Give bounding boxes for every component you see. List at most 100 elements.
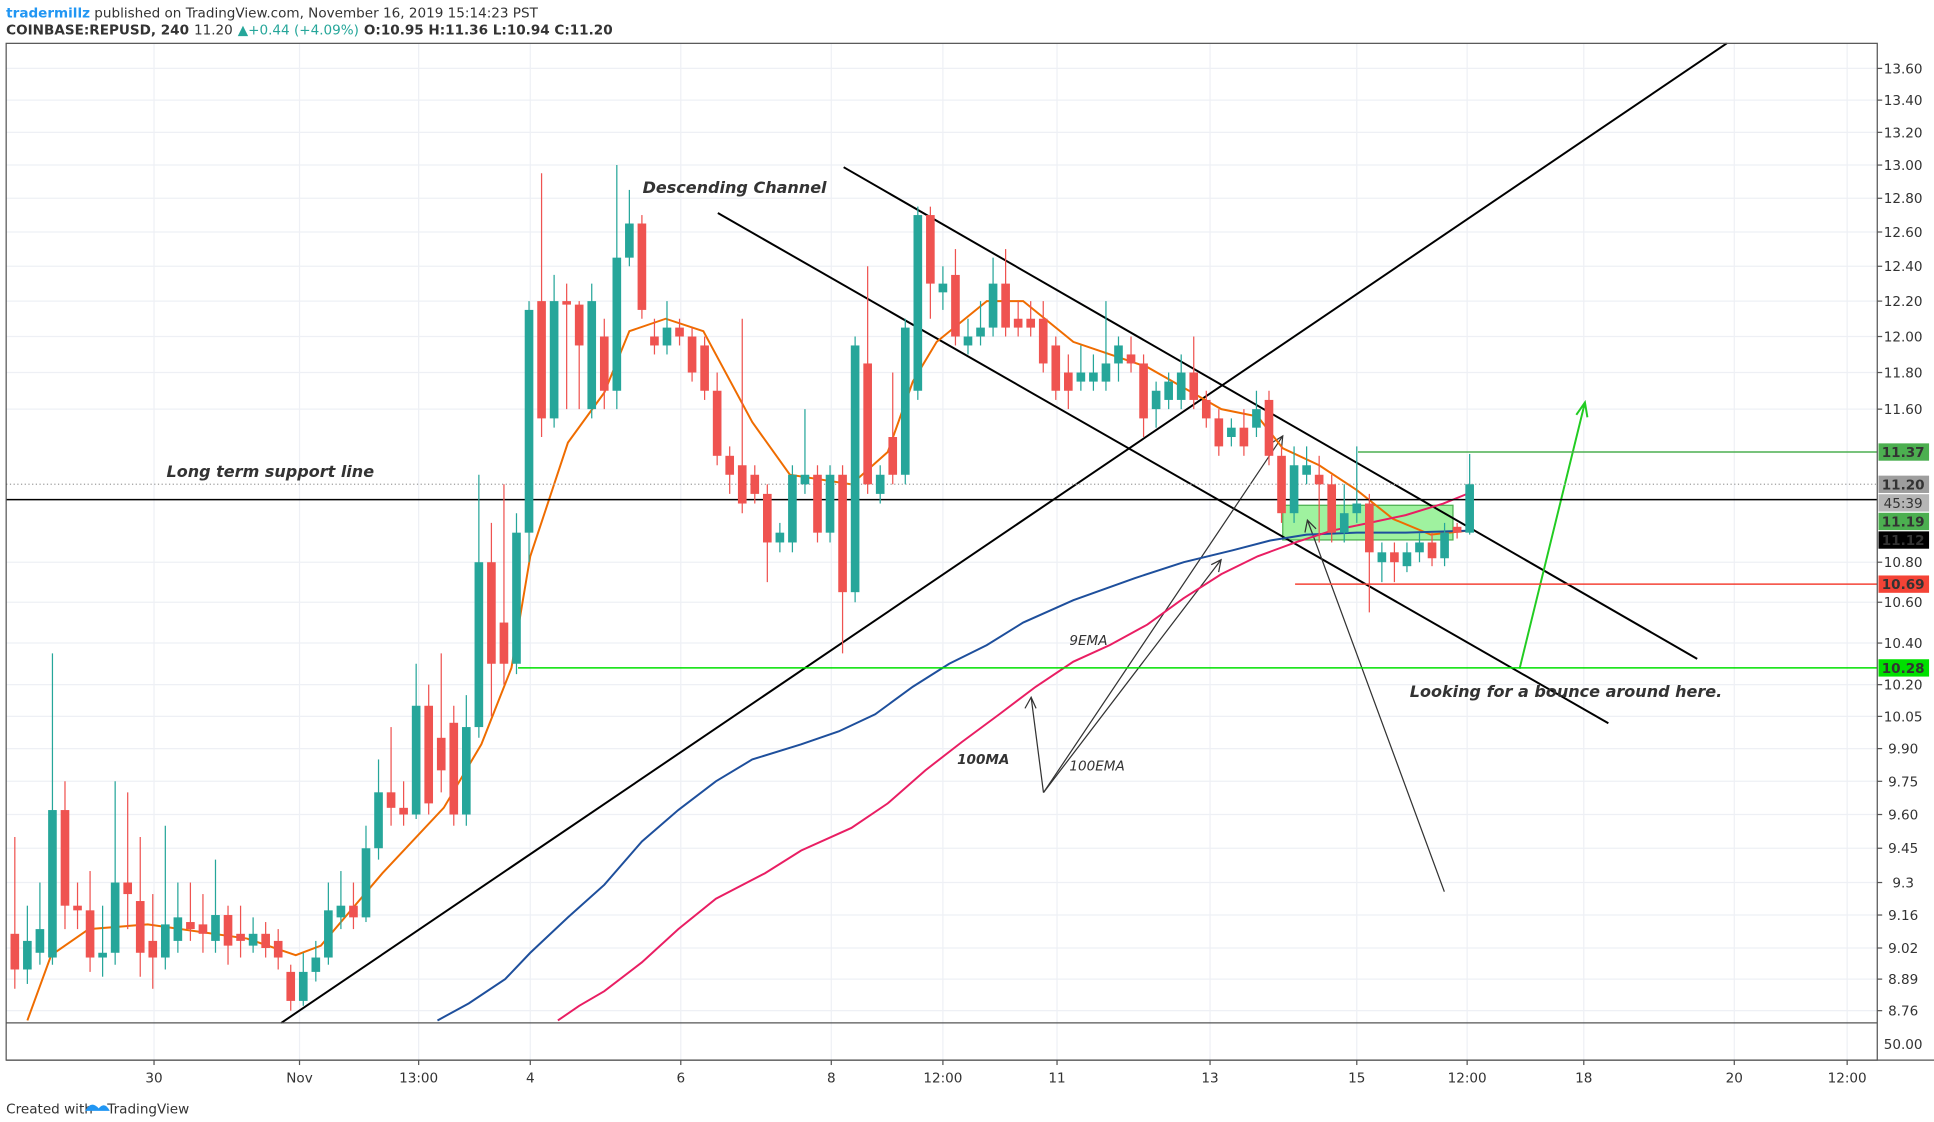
- candle-body: [1164, 381, 1173, 400]
- channel-annotation: Descending Channel: [643, 178, 827, 197]
- y-tick-label: 10.80: [1884, 555, 1923, 571]
- candle-body: [1201, 399, 1211, 419]
- y-tick-label: 12.60: [1884, 225, 1923, 241]
- candle-body: [148, 940, 158, 958]
- indicator-label: 100MA: [957, 752, 1009, 768]
- footer-brand[interactable]: TradingView: [106, 1101, 189, 1117]
- price-badge: [1878, 531, 1930, 549]
- candle-body: [775, 532, 785, 543]
- y-tick-label: 9.02: [1888, 941, 1918, 957]
- candle-body: [1101, 363, 1111, 382]
- candle-body: [361, 848, 371, 918]
- support-annotation: Long term support line: [167, 462, 375, 481]
- candle-body: [976, 327, 985, 337]
- grid: [6, 43, 1878, 1061]
- candle-body: [1314, 474, 1324, 485]
- candle-body: [1076, 372, 1086, 382]
- candle-body: [1026, 318, 1036, 328]
- candle-body: [875, 474, 885, 494]
- candle-body: [763, 493, 772, 543]
- candle-body: [1289, 465, 1299, 514]
- candle-body: [700, 345, 709, 391]
- candle-body: [462, 727, 471, 815]
- candle-body: [650, 336, 659, 346]
- candle-body: [1214, 418, 1224, 447]
- x-tick-label: 13:00: [399, 1070, 438, 1086]
- candle-body: [963, 336, 973, 346]
- last-price: 11.20: [194, 23, 233, 39]
- candle-body: [211, 915, 220, 941]
- price-badge-label: 11.37: [1882, 445, 1925, 461]
- x-tick-label: 15: [1348, 1070, 1365, 1086]
- candle-body: [549, 301, 559, 419]
- candle-body: [587, 301, 597, 410]
- candle-body: [273, 940, 283, 958]
- indicator-line: [557, 492, 1468, 1022]
- candle-body: [800, 474, 810, 485]
- y-tick-label: 13.60: [1884, 61, 1923, 77]
- y-tick-label: 11.80: [1884, 365, 1923, 381]
- y-tick-label: 8.89: [1888, 972, 1918, 988]
- candle-body: [286, 971, 296, 1001]
- published: published on TradingView.com, November 1…: [90, 5, 539, 21]
- candle-body: [524, 309, 534, 533]
- candle-body: [324, 910, 333, 958]
- x-tick-label: 30: [145, 1070, 162, 1086]
- candle-body: [750, 474, 760, 494]
- candle-body: [73, 905, 82, 911]
- y-tick-label: 11.60: [1884, 402, 1923, 418]
- y-tick-label: 10.20: [1884, 678, 1923, 694]
- rising-trendline: [280, 42, 1728, 1024]
- candles: [10, 165, 1474, 1011]
- y-tick-label: 9.75: [1888, 774, 1918, 790]
- candle-body: [123, 882, 133, 895]
- y-tick-label: 9.3: [1892, 875, 1914, 891]
- bounce-arrow: [1518, 399, 1589, 669]
- frame: [5, 42, 1934, 1061]
- price-badge: [1878, 475, 1930, 493]
- candle-body: [512, 532, 521, 664]
- candle-body: [1151, 390, 1161, 410]
- candle-body: [223, 915, 233, 946]
- candle-body: [1038, 318, 1048, 364]
- candle-body: [813, 474, 822, 533]
- price-badge-label: 11.12: [1882, 533, 1925, 549]
- author[interactable]: tradermillz: [6, 5, 90, 21]
- candle-body: [1402, 552, 1412, 567]
- candle-body: [562, 301, 571, 305]
- candle-body: [10, 933, 20, 970]
- price-badge-label: 11.20: [1882, 477, 1925, 493]
- x-tick-label: 12:00: [923, 1070, 962, 1086]
- arrow: [1024, 695, 1045, 793]
- candle-body: [537, 301, 546, 419]
- candle-body: [1126, 354, 1136, 364]
- candle-body: [336, 905, 346, 918]
- candle-body: [1302, 465, 1311, 475]
- candle-body: [1465, 484, 1474, 533]
- x-tick-label: 6: [676, 1070, 685, 1086]
- x-tick-label: 8: [827, 1070, 836, 1086]
- candle-body: [662, 327, 672, 346]
- x-tick-label: 12:00: [1828, 1070, 1867, 1086]
- candle-body: [1239, 427, 1249, 447]
- header-line-2: COINBASE:REPUSD, 240 11.20 ▲+0.44 (+4.09%)…: [6, 23, 612, 39]
- candle-body: [988, 283, 998, 328]
- candle-body: [1427, 542, 1437, 559]
- candle-body: [825, 474, 835, 533]
- candle-body: [1139, 363, 1148, 419]
- x-tick-label: 20: [1726, 1070, 1743, 1086]
- countdown-label: 45:39: [1884, 496, 1923, 512]
- candle-body: [85, 910, 95, 958]
- candle-body: [1089, 372, 1098, 382]
- candle-body: [838, 474, 847, 593]
- candle-body: [1227, 427, 1236, 438]
- candle-body: [48, 810, 57, 958]
- bounce-annotation: Looking for a bounce around here.: [1410, 682, 1722, 701]
- x-tick-label: 13: [1201, 1070, 1218, 1086]
- candle-body: [411, 705, 421, 815]
- x-tick-label: 4: [526, 1070, 535, 1086]
- candle-body: [1440, 532, 1449, 559]
- candle-body: [926, 215, 935, 284]
- price-badge: [1878, 443, 1930, 461]
